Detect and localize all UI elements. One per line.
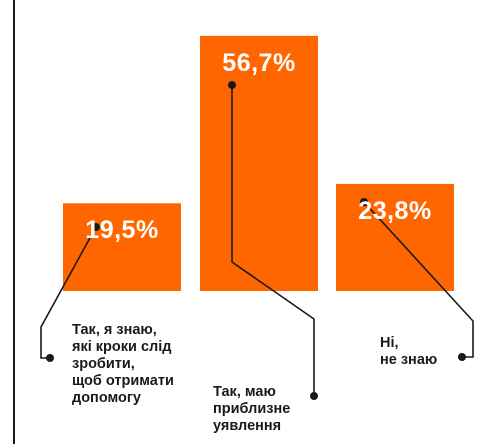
bar-value-label-3: 23,8% [358, 196, 432, 225]
bar-value-label-2: 56,7% [222, 48, 296, 77]
bar-1 [63, 203, 181, 291]
category-label-3: Ні, не знаю [380, 335, 438, 368]
leader-dot-3-end [458, 353, 466, 361]
leader-line-2 [231, 85, 315, 396]
leader-dot-1-end [46, 354, 54, 362]
leader-line-3 [363, 201, 474, 358]
leader-dot-2-top [228, 81, 236, 89]
leader-dot-1-top [92, 223, 100, 231]
bar-value-label-1: 19,5% [85, 216, 159, 245]
bar-2 [200, 35, 318, 291]
category-label-2: Так, маю приблизне уявлення [213, 384, 291, 434]
leader-dot-2-end [310, 392, 318, 400]
leader-line-1 [40, 226, 97, 359]
category-label-1: Так, я знаю, які кроки слід зробити, щоб… [72, 322, 174, 406]
bar-3 [336, 183, 454, 291]
leader-dot-3-top [360, 198, 368, 206]
